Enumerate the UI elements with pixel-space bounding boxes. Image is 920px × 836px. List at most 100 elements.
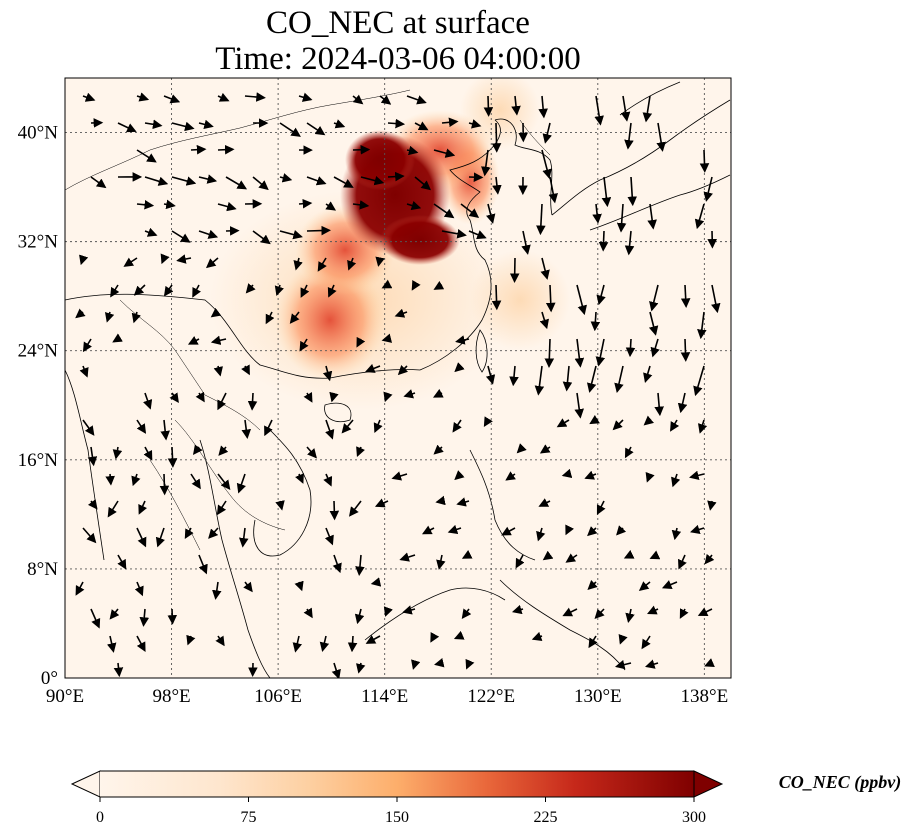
wind-vector (215, 635, 225, 647)
wind-vector (348, 500, 362, 517)
wind-vector (539, 311, 549, 330)
wind-vector (394, 308, 408, 318)
wind-vector (210, 307, 222, 318)
wind-vector (87, 446, 98, 467)
wind-vector (680, 284, 691, 308)
wind-vector (198, 229, 219, 239)
wind-vector (113, 662, 124, 678)
wind-vector (454, 470, 465, 481)
wind-vector (680, 338, 691, 362)
colorbar-tick-label: 300 (682, 809, 706, 826)
wind-vector (441, 117, 459, 128)
wind-vector (406, 200, 422, 211)
wind-vector (595, 338, 606, 367)
lon-tick-label: 130°E (574, 686, 622, 707)
wind-vector (190, 473, 201, 490)
map-title-line2: Time: 2024-03-06 04:00:00 (215, 41, 581, 77)
wind-vector (208, 527, 219, 539)
wind-vector (383, 606, 393, 617)
wind-vector (123, 257, 138, 267)
wind-vector (465, 658, 475, 670)
wind-vector (538, 95, 548, 119)
wind-vector (397, 364, 409, 376)
wind-vector (163, 284, 174, 297)
wind-vector (689, 470, 705, 481)
wind-vector (536, 203, 546, 236)
wind-vector (79, 365, 89, 378)
wind-vector (299, 338, 309, 352)
wind-vector (354, 608, 365, 625)
wind-vector (656, 122, 666, 152)
wind-vector (648, 311, 659, 336)
wind-vector (620, 95, 631, 122)
wind-vector (624, 230, 635, 256)
wind-vector (511, 604, 524, 615)
wind-vector (87, 499, 98, 510)
colorbar-max-extend (693, 770, 724, 798)
wind-vector (434, 658, 445, 668)
wind-vector (186, 634, 196, 646)
wind-vector (436, 554, 446, 570)
wind-vector (642, 95, 653, 123)
wind-vector (225, 176, 248, 190)
wind-vector (184, 527, 194, 539)
wind-vector (616, 525, 627, 536)
wind-vector (574, 392, 584, 419)
wind-vector (460, 203, 480, 218)
colorbar-label: CO_NEC (ppbv) (779, 772, 902, 793)
wind-vector (198, 119, 214, 130)
wind-vector (649, 284, 659, 312)
wind-vector (79, 254, 89, 266)
wind-vector (456, 497, 470, 507)
wind-vector (245, 283, 256, 294)
wind-vector (356, 336, 366, 348)
wind-vector (212, 581, 222, 600)
wind-vector (329, 391, 339, 403)
wind-vector (107, 500, 119, 518)
wind-vector (176, 254, 192, 264)
wind-vector (614, 365, 624, 394)
wind-vector (134, 581, 144, 597)
wind-vector (167, 446, 178, 468)
map-panel (65, 78, 731, 678)
wind-vector (306, 225, 332, 236)
wind-vector (544, 338, 555, 368)
wind-vector (433, 148, 456, 158)
wind-vector (540, 257, 550, 280)
wind-vector (690, 524, 705, 535)
wind-vector (643, 415, 655, 426)
wind-vector (217, 92, 230, 102)
wind-vector (483, 95, 494, 117)
wind-vector (381, 279, 393, 289)
wind-vector (588, 635, 598, 649)
wind-vector (265, 311, 275, 325)
wind-vector (289, 311, 300, 324)
wind-vector (616, 203, 627, 233)
wind-vector (322, 365, 333, 382)
wind-vector (319, 635, 330, 653)
latitude-labels: 0° 8°N 16°N 24°N 32°N 40°N (18, 123, 59, 689)
lon-tick-label: 138°E (681, 686, 729, 707)
wind-vector (210, 335, 227, 345)
wind-vector (163, 94, 181, 104)
map-frame (64, 77, 732, 679)
wind-vector (468, 119, 482, 129)
wind-vector (590, 311, 601, 332)
wind-vector (241, 364, 250, 376)
wind-vector (195, 391, 205, 403)
wind-vector (587, 579, 598, 591)
wind-vector (82, 419, 95, 436)
wind-vector (671, 473, 681, 488)
wind-vector (104, 311, 115, 323)
wind-vector (694, 203, 705, 230)
wind-vector (699, 149, 710, 173)
wind-vector (624, 446, 634, 459)
wind-vector (236, 473, 246, 494)
wind-vector (143, 392, 153, 410)
wind-vector (697, 311, 707, 340)
colorbar-tick-label: 0 (96, 809, 104, 826)
wind-vector (360, 175, 385, 186)
lat-tick-label: 0° (41, 668, 58, 689)
wind-vector (515, 554, 525, 569)
wind-vector (356, 662, 366, 674)
